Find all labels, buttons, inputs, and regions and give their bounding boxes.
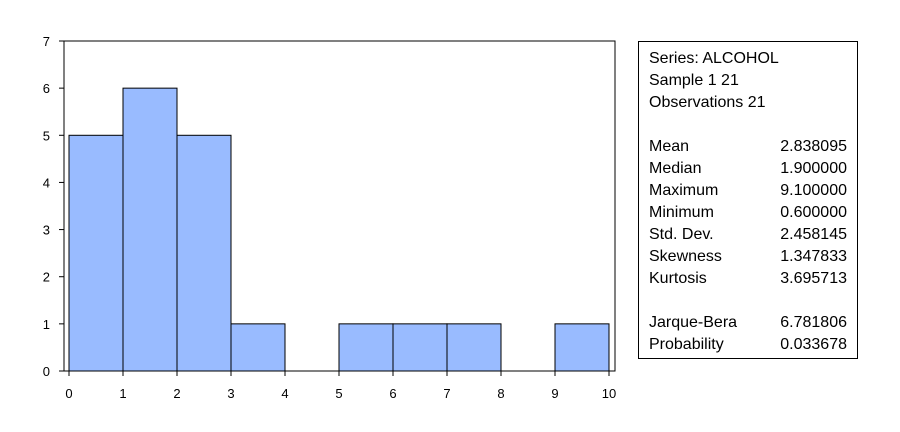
stat-value: 2.838095 [780,138,847,155]
stat-value: 0.033678 [780,336,847,353]
stat-label: Skewness [649,248,722,265]
y-tick-label: 4 [43,175,50,190]
stat-row-skewness: Skewness 1.347833 [649,246,847,268]
stat-value: 6.781806 [780,314,847,331]
stat-label: Maximum [649,182,719,199]
stat-label: Jarque-Bera [649,314,738,331]
stat-row-std-dev: Std. Dev. 2.458145 [649,224,847,246]
y-tick-label: 2 [43,270,50,285]
histogram-chart: 0 1 2 3 4 5 6 7 8 9 10 0 1 2 3 4 5 6 7 [43,34,616,401]
x-tick-label: 9 [551,386,558,401]
stat-label: Mean [649,138,690,155]
stat-label: Kurtosis [649,270,707,287]
y-tick-label: 6 [43,81,50,96]
histogram-bars [68,87,610,372]
stat-label: Minimum [649,204,714,221]
sample-range: Sample 1 21 [649,72,739,89]
x-tick-label: 7 [443,386,450,401]
stat-label: Median [649,160,702,177]
stat-row-jarque-bera: Jarque-Bera 6.781806 [649,312,847,334]
y-tick-label: 5 [43,128,50,143]
y-tick-label: 3 [43,223,50,238]
x-tick-label: 10 [602,386,616,401]
observation-count: Observations 21 [649,94,766,111]
histogram-bar [554,323,610,372]
stat-value: 0.600000 [780,204,847,221]
histogram-bar [392,323,448,372]
stat-row-kurtosis: Kurtosis 3.695713 [649,268,847,290]
stat-row-minimum: Minimum 0.600000 [649,202,847,224]
histogram-bar [68,134,124,372]
histogram-bar [122,87,178,372]
x-tick-label: 1 [119,386,126,401]
x-tick-label: 6 [389,386,396,401]
histogram-bar [176,134,232,372]
x-tick-label: 0 [65,386,72,401]
stat-row-mean: Mean 2.838095 [649,136,847,158]
x-tick-label: 8 [497,386,504,401]
stat-row-median: Median 1.900000 [649,158,847,180]
stat-value: 2.458145 [780,226,847,243]
y-tick-label: 0 [43,364,50,379]
histogram-bar [446,323,502,372]
histogram-bar [338,323,394,372]
stat-value: 9.100000 [780,182,847,199]
statistics-panel: Series: ALCOHOL Sample 1 21 Observations… [638,41,858,359]
x-tick-label: 2 [173,386,180,401]
stat-value: 1.347833 [780,248,847,265]
series-name: Series: ALCOHOL [649,50,779,67]
x-tick-label: 5 [335,386,342,401]
axes: 0 1 2 3 4 5 6 7 8 9 10 0 1 2 3 4 5 6 7 [43,34,616,401]
stat-value: 3.695713 [780,270,847,287]
x-tick-label: 3 [227,386,234,401]
y-tick-label: 7 [43,34,50,49]
x-tick-label: 4 [281,386,288,401]
stat-label: Std. Dev. [649,226,714,243]
stat-label: Probability [649,336,724,353]
y-tick-label: 1 [43,317,50,332]
histogram-bar [230,323,286,372]
stat-value: 1.900000 [780,160,847,177]
stat-row-maximum: Maximum 9.100000 [649,180,847,202]
stat-row-probability: Probability 0.033678 [649,334,847,356]
